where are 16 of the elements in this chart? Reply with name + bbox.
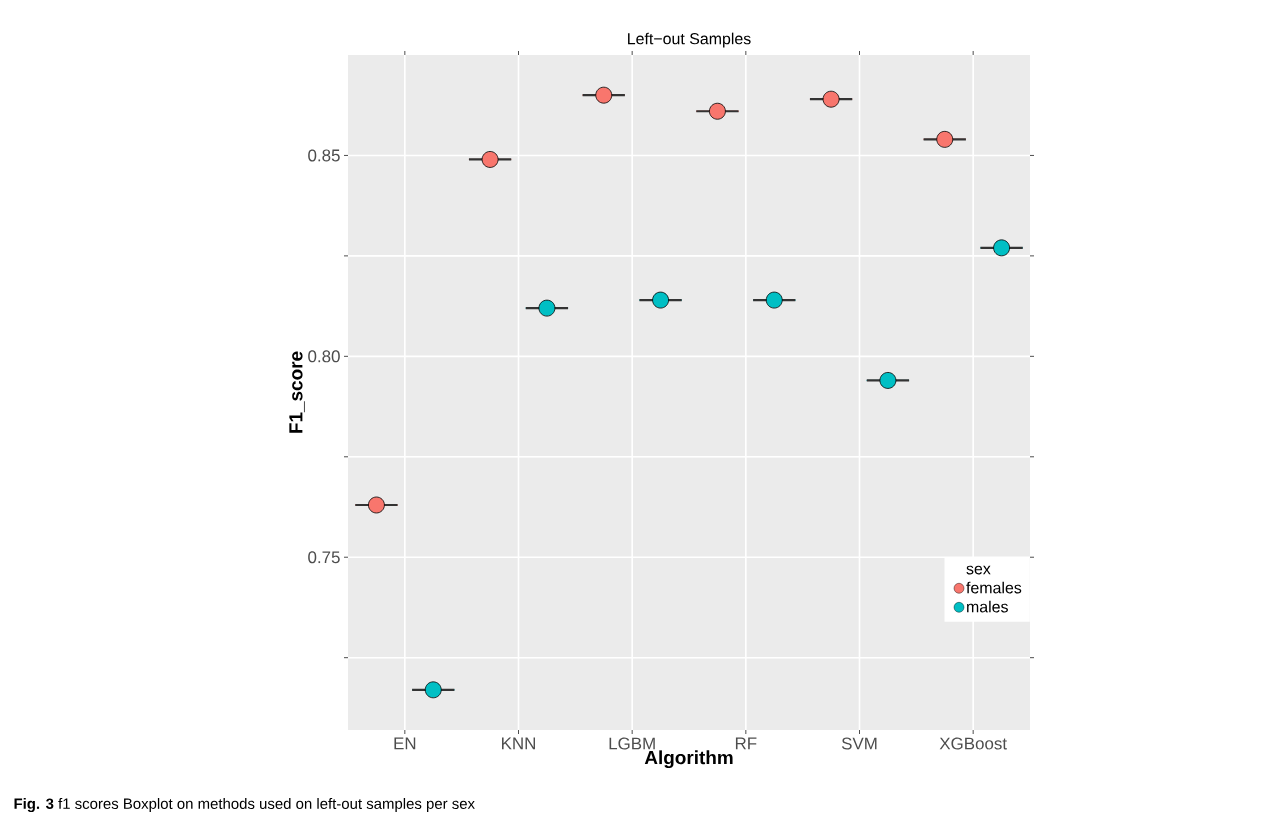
text: Fig. 3 f1 scores Boxplot on methods used on left-out samples per sex — [14, 798, 475, 812]
legend-title: sex — [966, 565, 991, 575]
chart-title: Left−out Samples — [628, 32, 751, 48]
x-tick-label: SVM — [841, 737, 877, 750]
y-tick-label: 0.75 — [308, 551, 340, 564]
x-tick-label: KNN — [502, 737, 535, 750]
legend-label: females — [966, 581, 1022, 594]
legend-label: males — [967, 600, 1008, 613]
x-tick-label: LGBM — [609, 737, 655, 750]
y-axis-title: F1_score — [289, 351, 305, 433]
y-tick-label: 0.85 — [308, 149, 340, 162]
x-tick-label: RF — [735, 737, 757, 750]
x-tick-label: EN — [394, 737, 416, 750]
y-tick-label: 0.80 — [308, 350, 340, 363]
x-axis-title: Algorithm — [644, 750, 733, 769]
x-tick-label: XGBoost — [939, 737, 1007, 750]
